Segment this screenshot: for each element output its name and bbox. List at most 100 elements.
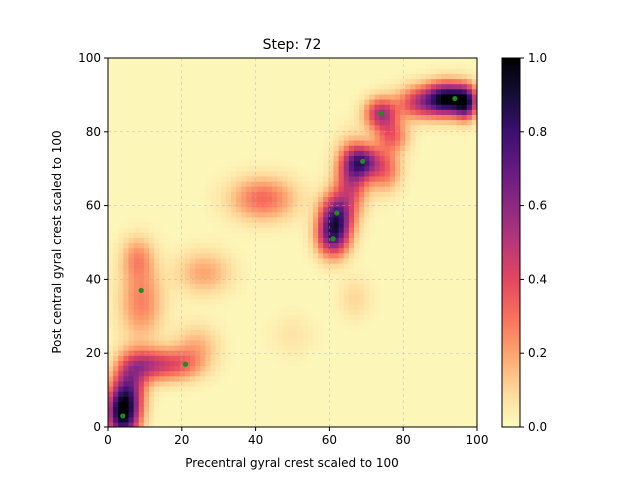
heatmap-cell — [348, 63, 355, 69]
heatmap-cell — [333, 181, 340, 187]
heatmap-cell — [379, 129, 386, 136]
heatmap-cell — [210, 155, 217, 162]
heatmap-cell — [261, 309, 268, 315]
heatmap-cell — [441, 247, 447, 254]
heatmap-cell — [333, 58, 340, 64]
heatmap-cell — [138, 124, 145, 131]
heatmap-cell — [261, 406, 268, 413]
heatmap-cell — [369, 206, 376, 213]
heatmap-cell — [297, 211, 304, 218]
heatmap-cell — [410, 186, 417, 192]
heatmap-cell — [241, 104, 247, 110]
heatmap-cell — [451, 124, 458, 131]
heatmap-cell — [318, 175, 324, 182]
heatmap-cell — [108, 380, 114, 387]
heatmap-cell — [354, 406, 360, 413]
heatmap-cell — [149, 160, 155, 167]
heatmap-cell — [354, 73, 360, 80]
heatmap-cell — [451, 386, 458, 392]
heatmap-cell — [318, 268, 324, 274]
heatmap-cell — [287, 278, 294, 285]
heatmap-cell — [143, 68, 150, 74]
heatmap-cell — [128, 165, 135, 172]
heatmap-cell — [313, 242, 319, 249]
heatmap-cell — [323, 99, 329, 105]
heatmap-cell — [231, 304, 237, 310]
heatmap-cell — [287, 191, 294, 197]
heatmap-cell — [446, 232, 452, 238]
heatmap-cell — [451, 119, 458, 126]
heatmap-cell — [441, 222, 447, 228]
heatmap-cell — [143, 109, 150, 115]
heatmap-cell — [251, 304, 258, 310]
heatmap-cell — [441, 350, 447, 356]
heatmap-cell — [333, 345, 340, 351]
heatmap-cell — [179, 339, 186, 346]
heatmap-cell — [446, 124, 452, 131]
heatmap-cell — [205, 104, 212, 110]
heatmap-cell — [318, 78, 324, 85]
heatmap-cell — [307, 73, 314, 80]
heatmap-cell — [118, 401, 124, 408]
heatmap-cell — [220, 319, 227, 326]
heatmap-cell — [410, 160, 417, 167]
heatmap-cell — [318, 396, 324, 402]
heatmap-cell — [138, 63, 145, 69]
heatmap-cell — [287, 165, 294, 172]
heatmap-cell — [225, 360, 232, 367]
heatmap-cell — [287, 99, 294, 105]
heatmap-cell — [205, 314, 212, 320]
heatmap-cell — [287, 114, 294, 121]
heatmap-cell — [251, 339, 258, 346]
heatmap-cell — [154, 421, 160, 427]
heatmap-cell — [420, 304, 427, 310]
heatmap-cell — [174, 365, 181, 372]
heatmap-cell — [128, 211, 135, 218]
heatmap-cell — [425, 175, 432, 182]
heatmap-cell — [313, 99, 319, 105]
heatmap-cell — [384, 114, 391, 121]
heatmap-cell — [410, 58, 417, 64]
heatmap-cell — [430, 191, 437, 197]
heatmap-cell — [328, 334, 335, 341]
heatmap-cell — [210, 145, 217, 151]
heatmap-cell — [179, 257, 186, 264]
heatmap-cell — [292, 360, 299, 367]
heatmap-cell — [195, 350, 201, 356]
heatmap-cell — [215, 370, 222, 377]
heatmap-cell — [118, 391, 124, 397]
heatmap-cell — [174, 360, 181, 367]
heatmap-cell — [113, 165, 119, 172]
heatmap-cell — [190, 252, 196, 259]
heatmap-cell — [446, 181, 452, 187]
heatmap-cell — [266, 283, 273, 290]
heatmap-cell — [436, 401, 442, 408]
heatmap-cell — [333, 227, 340, 233]
heatmap-cell — [215, 268, 222, 274]
heatmap-cell — [133, 232, 140, 238]
heatmap-cell — [256, 386, 263, 392]
heatmap-cell — [338, 309, 345, 315]
heatmap-cell — [456, 88, 463, 95]
heatmap-cell — [359, 232, 365, 238]
heatmap-cell — [169, 68, 176, 74]
heatmap-cell — [451, 391, 458, 397]
heatmap-cell — [246, 93, 253, 100]
heatmap-cell — [215, 391, 222, 397]
heatmap-cell — [354, 283, 360, 290]
heatmap-cell — [374, 375, 381, 382]
heatmap-cell — [425, 216, 432, 223]
heatmap-cell — [215, 129, 222, 136]
heatmap-cell — [236, 191, 242, 197]
heatmap-cell — [389, 170, 396, 177]
heatmap-cell — [261, 334, 268, 341]
heatmap-cell — [364, 196, 370, 203]
heatmap-cell — [318, 406, 324, 413]
heatmap-cell — [266, 170, 273, 177]
heatmap-cell — [436, 242, 442, 249]
heatmap-cell — [430, 78, 437, 85]
heatmap-cell — [343, 345, 350, 351]
heatmap-cell — [451, 129, 458, 136]
heatmap-cell — [277, 63, 283, 69]
heatmap-cell — [241, 416, 247, 423]
